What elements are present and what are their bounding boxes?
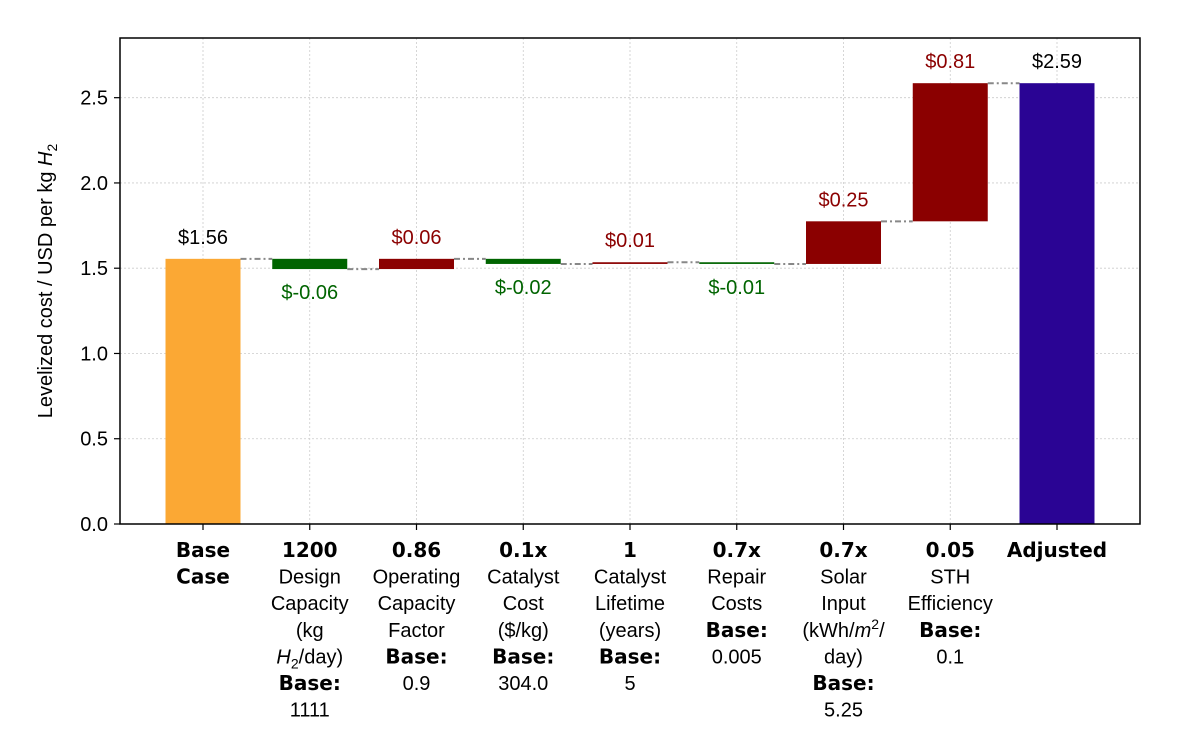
category-label: 1111 bbox=[290, 700, 330, 722]
y-tick-label: 0.5 bbox=[80, 429, 108, 451]
value-label: $1.56 bbox=[178, 227, 228, 249]
category-label: 304.0 bbox=[498, 673, 548, 695]
category-label-bold: Base: bbox=[385, 644, 447, 668]
category-label: Operating bbox=[373, 567, 461, 589]
y-tick-label: 0.0 bbox=[80, 514, 108, 536]
value-label: $0.25 bbox=[818, 189, 868, 211]
value-label: $-0.06 bbox=[281, 282, 338, 304]
value-label: $0.81 bbox=[925, 51, 975, 73]
category-label-bold: 0.05 bbox=[926, 538, 975, 562]
category-label: (kg bbox=[296, 620, 324, 642]
category-label-bold: 1200 bbox=[282, 538, 338, 562]
category-label-bold: Case bbox=[176, 565, 230, 589]
category-label: 0.1 bbox=[936, 646, 964, 668]
category-label: day) bbox=[824, 646, 863, 668]
x-axis-categories: BaseCase1200DesignCapacity(kgH2/day)Base… bbox=[176, 538, 1107, 722]
category-label: Catalyst bbox=[594, 567, 667, 589]
category-label: Factor bbox=[388, 620, 445, 642]
category-label: Cost bbox=[503, 593, 545, 615]
value-label: $0.01 bbox=[605, 230, 655, 252]
y-tick-label: 1.5 bbox=[80, 258, 108, 280]
category-label-bold: 0.1x bbox=[499, 538, 547, 562]
category-label-bold: 0.7x bbox=[713, 538, 761, 562]
category-label-bold: Base: bbox=[492, 644, 554, 668]
category-label: Lifetime bbox=[595, 593, 665, 615]
bar-base bbox=[165, 258, 241, 524]
category-label: Catalyst bbox=[487, 567, 560, 589]
bar-decrease bbox=[272, 258, 348, 270]
bar-decrease bbox=[485, 258, 561, 264]
category-label-bold: Base: bbox=[279, 671, 341, 695]
bar-increase bbox=[379, 258, 454, 270]
category-label: 5 bbox=[624, 673, 635, 695]
bar-increase bbox=[912, 83, 988, 222]
category-label: Input bbox=[821, 593, 866, 615]
category-label-bold: Base: bbox=[812, 671, 874, 695]
y-axis-title: Levelized cost / USD per kg H2 bbox=[35, 144, 60, 419]
value-label: $-0.01 bbox=[708, 277, 765, 299]
bar-increase bbox=[592, 262, 668, 264]
category-label: ($/kg) bbox=[498, 620, 549, 642]
bar-increase bbox=[806, 221, 881, 264]
category-label-bold: 0.7x bbox=[819, 538, 867, 562]
category-label: Solar bbox=[820, 567, 867, 589]
bar-adjusted bbox=[1019, 83, 1095, 524]
category-label-bold: 1 bbox=[623, 538, 637, 562]
category-label: Efficiency bbox=[908, 593, 993, 615]
category-label: Repair bbox=[707, 567, 766, 589]
y-tick-label: 2.5 bbox=[80, 88, 108, 110]
y-tick-label: 2.0 bbox=[80, 173, 108, 195]
value-label: $2.59 bbox=[1032, 51, 1082, 73]
category-label: 0.005 bbox=[712, 646, 762, 668]
category-label: (years) bbox=[599, 620, 661, 642]
category-label: Capacity bbox=[271, 593, 349, 615]
bars-layer bbox=[165, 83, 1095, 524]
bar-decrease bbox=[699, 262, 775, 264]
category-label: (kWh/m2/ bbox=[802, 616, 885, 642]
category-label: Capacity bbox=[378, 593, 456, 615]
category-label: 5.25 bbox=[824, 700, 863, 722]
category-label: Costs bbox=[711, 593, 762, 615]
value-label: $-0.02 bbox=[495, 277, 552, 299]
value-labels: $1.56 $-0.06 $0.06 $-0.02 $0.01 $-0.01 $0.25 $0… bbox=[178, 51, 1082, 304]
category-label: STH bbox=[930, 567, 970, 589]
category-label: 0.9 bbox=[403, 673, 431, 695]
category-label-bold: Base: bbox=[919, 618, 981, 642]
connector-layer bbox=[240, 82, 1020, 271]
value-label: $0.06 bbox=[391, 227, 441, 249]
y-axis: 0.0 0.5 1.0 1.5 2.0 2.5 bbox=[80, 88, 1058, 536]
category-label-bold: Base bbox=[176, 538, 230, 562]
category-label: H2/day) bbox=[276, 646, 343, 671]
category-label: Design bbox=[279, 567, 341, 589]
category-label-bold: Base: bbox=[706, 618, 768, 642]
category-label-bold: Adjusted bbox=[1007, 538, 1107, 562]
category-label-bold: Base: bbox=[599, 644, 661, 668]
category-label-bold: 0.86 bbox=[392, 538, 441, 562]
y-tick-label: 1.0 bbox=[80, 343, 108, 365]
